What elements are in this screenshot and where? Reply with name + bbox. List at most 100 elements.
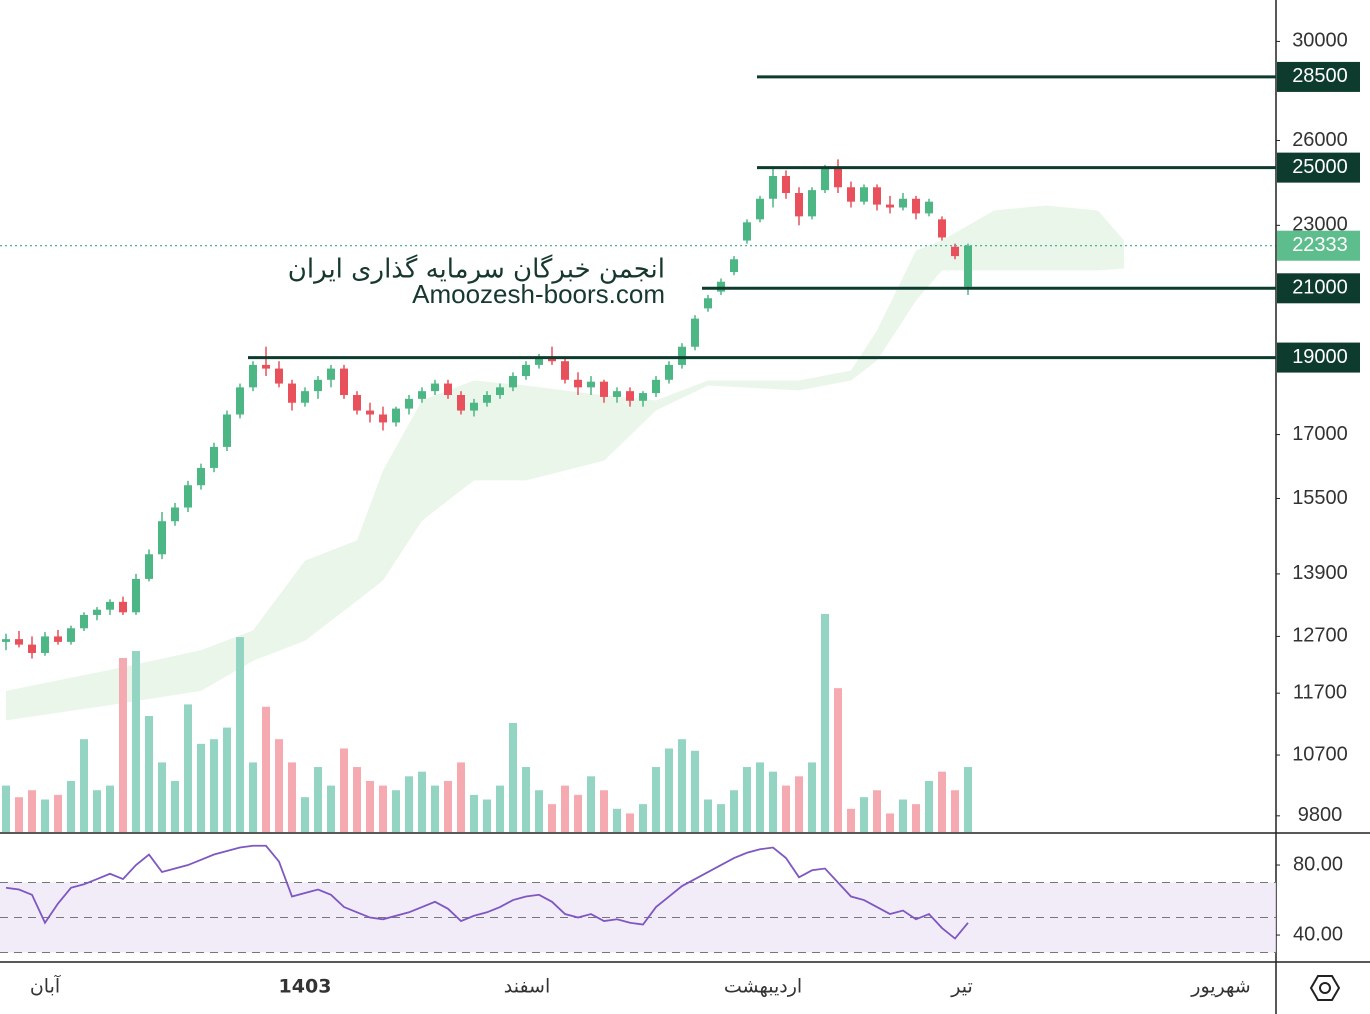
candle-body — [951, 246, 959, 257]
settings-circle[interactable] — [1319, 982, 1331, 994]
y-tick-label: 11700 — [1293, 681, 1347, 703]
candle-body — [2, 639, 10, 642]
candle-body — [730, 259, 738, 273]
ichimoku-cloud — [6, 205, 1124, 721]
candle-body — [210, 446, 218, 468]
candle-body — [223, 414, 231, 447]
candle-body — [691, 318, 699, 347]
candle-body — [236, 387, 244, 415]
volume-bar — [106, 785, 114, 832]
volume-bar — [561, 785, 569, 832]
candle-body — [418, 391, 426, 399]
volume-bar — [834, 688, 842, 832]
y-tick-label: 17000 — [1292, 423, 1348, 445]
volume-bar — [210, 739, 218, 832]
volume-bar — [938, 771, 946, 832]
volume-bar — [535, 790, 543, 832]
volume-bar — [41, 799, 49, 832]
candle-body — [964, 245, 972, 287]
candle-body — [678, 346, 686, 365]
candle-body — [457, 395, 465, 411]
watermark-title: انجمن خبرگان سرمایه گذاری ایران — [288, 254, 665, 285]
time-label: 1403 — [279, 976, 332, 998]
candle-body — [626, 391, 634, 401]
volume-bar — [756, 762, 764, 832]
candle-body — [795, 192, 803, 217]
candle-body — [184, 485, 192, 508]
volume-bar — [340, 748, 348, 832]
time-label: اسفند — [504, 976, 551, 998]
candle-body — [535, 357, 543, 365]
candle-body — [808, 190, 816, 217]
volume-bar — [704, 799, 712, 832]
volume-bar — [262, 706, 270, 832]
volume-bar — [15, 797, 23, 832]
volume-bar — [782, 785, 790, 832]
candle-body — [197, 467, 205, 486]
volume-bar — [522, 767, 530, 832]
candle-body — [171, 507, 179, 522]
candle-body — [912, 198, 920, 214]
candle-body — [405, 398, 413, 409]
volume-bar — [730, 790, 738, 832]
candle-body — [769, 175, 777, 199]
y-tick-label: 12700 — [1292, 625, 1348, 647]
candle-body — [665, 364, 673, 380]
candle-body — [925, 201, 933, 214]
settings-icon[interactable] — [1309, 975, 1341, 1001]
last-price-label: 22333 — [1292, 234, 1348, 256]
candle-body — [821, 167, 829, 191]
candle-body — [522, 364, 530, 377]
candle-body — [756, 198, 764, 220]
candle-body — [743, 222, 751, 241]
volume-bar — [223, 727, 231, 832]
volume-bar — [457, 762, 465, 832]
candle-body — [28, 644, 36, 653]
candle-body — [561, 361, 569, 380]
volume-bar — [80, 739, 88, 832]
volume-bar — [691, 750, 699, 832]
volume-bar — [145, 716, 153, 832]
volume-bar — [912, 804, 920, 832]
candle-body — [639, 393, 647, 401]
candle-body — [353, 395, 361, 411]
candle-body — [132, 578, 140, 613]
volume-bar — [600, 790, 608, 832]
y-tick-label: 26000 — [1292, 129, 1348, 151]
candle-body — [717, 281, 725, 292]
volume-bar — [431, 785, 439, 832]
candle-body — [275, 368, 283, 384]
time-label: شهریور — [1190, 976, 1250, 998]
volume-bar — [886, 813, 894, 832]
level-label: 28500 — [1292, 65, 1348, 87]
volume-bar — [392, 790, 400, 832]
watermark-url: Amoozesh-boors.com — [412, 279, 665, 309]
settings-hexagon[interactable] — [1309, 975, 1341, 1001]
candle-body — [67, 628, 75, 642]
candle-body — [301, 391, 309, 403]
candle-body — [314, 379, 322, 392]
time-label: آبان — [30, 974, 61, 998]
candle-body — [15, 639, 23, 645]
volume-bar — [899, 799, 907, 832]
volume-bar — [821, 613, 829, 832]
candle-body — [470, 402, 478, 411]
price-pane — [0, 159, 1276, 832]
volume-bar — [353, 767, 361, 832]
volume-bar — [249, 762, 257, 832]
level-label: 25000 — [1292, 156, 1348, 178]
candle-body — [834, 167, 842, 188]
candle-body — [379, 414, 387, 423]
volume-bar — [652, 767, 660, 832]
volume-bar — [366, 780, 374, 832]
candle-body — [509, 376, 517, 388]
volume-bar — [665, 748, 673, 832]
candle-body — [483, 395, 491, 403]
volume-bar — [444, 780, 452, 832]
volume-bar — [327, 785, 335, 832]
volume-bar — [548, 804, 556, 832]
volume-bar — [288, 762, 296, 832]
candle-body — [249, 364, 257, 388]
volume-bar — [847, 808, 855, 832]
